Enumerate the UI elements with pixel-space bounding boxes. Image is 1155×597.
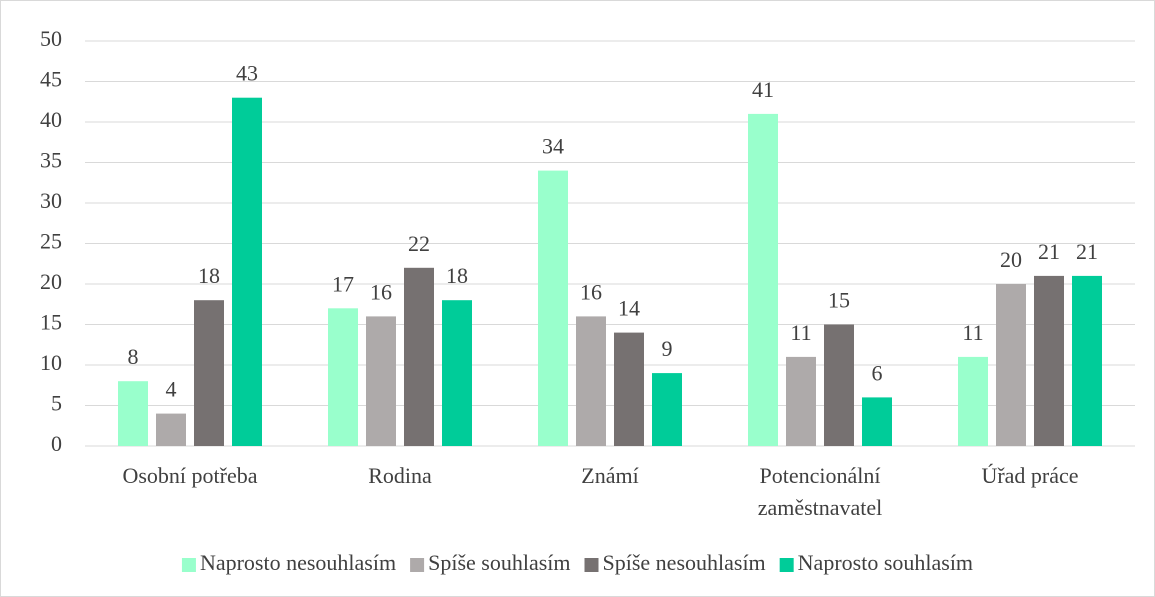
data-label: 15 [828,288,850,313]
bar [786,356,816,446]
data-label: 4 [166,377,177,402]
data-label: 14 [618,296,640,321]
data-label: 18 [446,263,468,288]
bar [156,413,186,446]
bar [576,316,606,446]
data-label: 20 [1000,247,1022,272]
bar [824,324,854,446]
bar [958,356,988,446]
data-label: 21 [1076,239,1098,264]
legend-label: Spíše nesouhlasím [603,550,766,575]
y-tick-label: 5 [51,391,62,416]
bar [328,308,358,446]
bar [652,373,682,446]
data-label: 8 [128,344,139,369]
data-label: 22 [408,231,430,256]
bar [996,284,1026,446]
bar [538,170,568,446]
data-label: 18 [198,263,220,288]
y-tick-label: 10 [40,350,62,375]
data-label: 16 [580,279,602,304]
y-tick-label: 45 [40,67,62,92]
y-tick-label: 25 [40,229,62,254]
data-label: 9 [662,336,673,361]
bar [404,267,434,446]
bar [1034,275,1064,446]
y-tick-label: 35 [40,148,62,173]
data-label: 41 [752,77,774,102]
bar [862,397,892,446]
x-tick-label: Úřad práce [981,463,1078,488]
bar [442,300,472,446]
bar [232,97,262,446]
y-tick-label: 30 [40,188,62,213]
bar [748,113,778,447]
x-tick-label: Potencionální zaměstnavatel [758,463,883,520]
data-label: 11 [962,320,983,345]
data-label: 21 [1038,239,1060,264]
y-tick-label: 0 [51,431,62,456]
bar [1072,275,1102,446]
y-tick-label: 20 [40,269,62,294]
legend-swatch [584,558,599,572]
y-tick-label: 50 [40,26,62,51]
legend-swatch [410,558,425,572]
y-tick-label: 15 [40,310,62,335]
data-label: 17 [332,271,354,296]
data-label: 6 [872,360,883,385]
data-label: 43 [236,61,258,86]
legend-swatch [779,558,794,572]
x-tick-label: Známí [581,463,638,488]
legend-swatch [181,558,196,572]
bar [614,332,644,446]
legend-label: Naprosto nesouhlasím [200,550,396,575]
bar [366,316,396,446]
x-tick-label: Rodina [368,463,432,488]
bar [194,300,224,446]
legend-label: Spíše souhlasím [428,550,570,575]
x-tick-label: Osobní potřeba [122,463,257,488]
bar [118,381,148,446]
y-tick-label: 40 [40,107,62,132]
data-label: 34 [542,134,564,159]
data-label: 16 [370,279,392,304]
data-label: 11 [790,320,811,345]
legend-label: Naprosto souhlasím [798,550,973,575]
